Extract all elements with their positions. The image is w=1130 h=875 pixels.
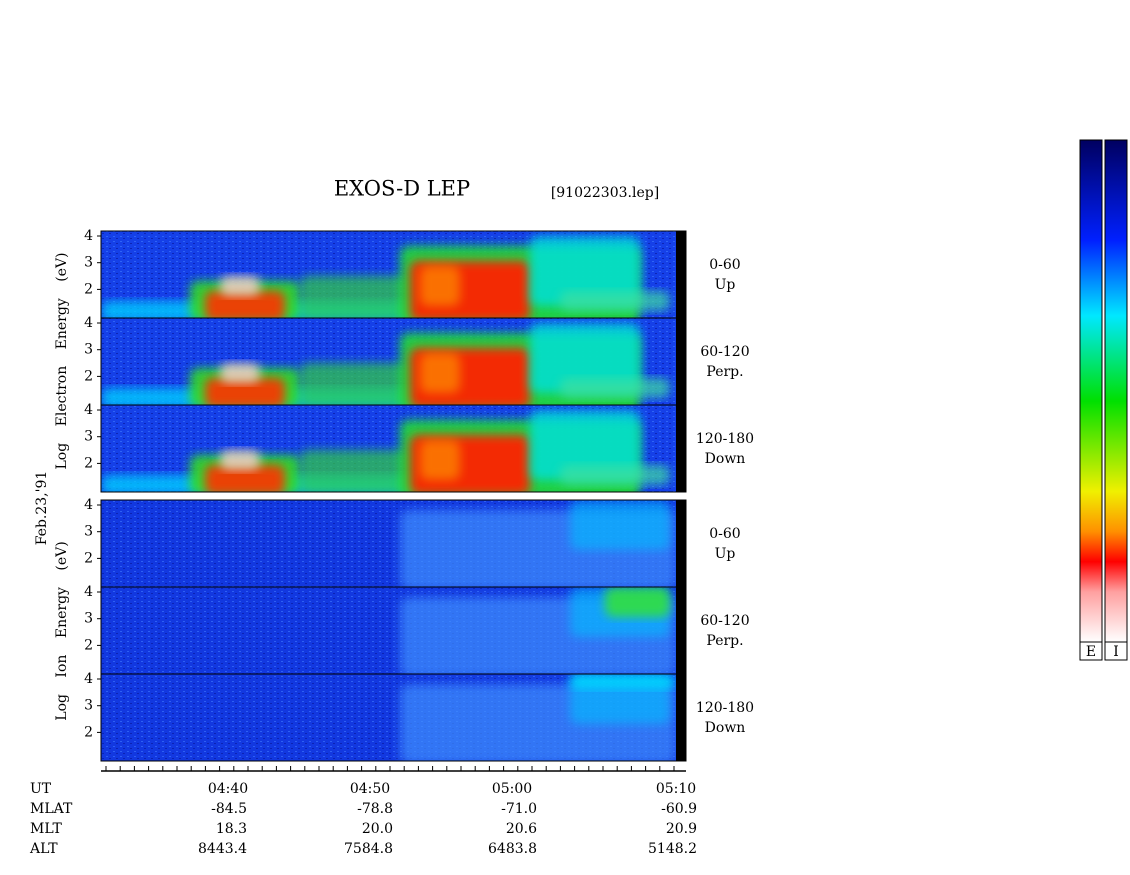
flux [420,353,460,393]
flux [560,378,670,398]
orbit-value: 20.9 [666,821,697,837]
flux [220,450,260,470]
y-tick-label: 2 [84,724,93,740]
orbit-label: ALT [29,841,58,857]
frame [100,673,687,762]
edge [676,674,686,761]
orbit-value: -60.9 [661,801,697,817]
edge [676,500,686,587]
y-tick-label: 3 [84,611,93,627]
pitch-direction: Down [705,720,746,736]
spectrogram [101,587,676,674]
y-tick-label: 2 [84,455,93,471]
flux [560,291,670,311]
pitch-range: 0-60 [709,526,740,542]
y-tick-label: 4 [84,584,93,600]
electron-axis-label: Log Electron Energy (eV) [54,252,70,469]
orbit-value: -78.8 [357,801,393,817]
y-tick-label: 3 [84,255,93,271]
y-tick-label: 2 [84,368,93,384]
flux [300,276,410,318]
y-tick-label: 3 [84,524,93,540]
y-tick-label: 3 [84,698,93,714]
flux [300,363,410,405]
orbit-value: 5148.2 [648,841,697,857]
pitch-range: 120-180 [696,700,754,716]
y-tick-label: 3 [84,342,93,358]
orbit-value: -84.5 [211,801,247,817]
time-label: 05:00 [492,781,532,797]
y-tick-label: 2 [84,550,93,566]
pitch-range: 0-60 [709,257,740,273]
time-label: 05:10 [656,781,696,797]
color-bar [1104,139,1128,643]
flux [220,276,260,296]
y-tick-label: 4 [84,228,93,244]
flux [530,236,640,306]
orbit-value: 20.0 [362,821,393,837]
y-tick-label: 4 [84,402,93,418]
title: EXOS-D LEP [334,177,470,201]
orbit-value: -71.0 [501,801,537,817]
spectrogram [101,318,676,405]
flux [530,323,640,393]
flux [205,378,285,405]
spectrogram [101,500,676,587]
pitch-range: 60-120 [700,613,749,629]
time-label: 04:50 [350,781,390,797]
orbit-label: MLT [30,821,62,837]
pitch-range: 60-120 [700,344,749,360]
pitch-range: 120-180 [696,431,754,447]
flux [530,410,640,480]
color-bar [1079,139,1103,643]
pitch-direction: Up [715,277,736,293]
y-tick-label: 3 [84,429,93,445]
pitch-direction: Perp. [706,633,743,649]
color-bar-label: E [1086,644,1096,660]
flux [205,291,285,318]
pitch-direction: Down [705,451,746,467]
pitch-direction: Perp. [706,364,743,380]
edge [676,587,686,674]
time-label: 04:40 [208,781,248,797]
frame [100,404,687,493]
flux [420,440,460,480]
y-tick-label: 4 [84,671,93,687]
ion-axis-label: Log Ion Energy (eV) [54,541,70,720]
edge [676,405,686,492]
y-tick-label: 4 [84,315,93,331]
flux [420,266,460,306]
flux [570,500,670,550]
ut-label: UT [30,781,52,797]
color-bar-box [1104,641,1128,661]
file-name: [91022303.lep] [551,185,659,201]
edge [676,231,686,318]
pitch-direction: Up [715,546,736,562]
orbit-value: 7584.8 [344,841,393,857]
orbit-value: 18.3 [216,821,247,837]
y-tick-label: 2 [84,637,93,653]
orbit-label: MLAT [30,801,73,817]
orbit-value: 6483.8 [488,841,537,857]
flux [205,465,285,492]
orbit-value: 8443.4 [198,841,247,857]
edge [676,318,686,405]
orbit-value: 20.6 [506,821,537,837]
spectrogram [101,674,676,761]
flux [605,587,670,617]
flux [300,450,410,492]
y-tick-label: 2 [84,281,93,297]
color-bar-label: I [1113,644,1119,660]
spectrogram [101,405,676,492]
flux [220,363,260,383]
date: Feb.23,'91 [34,471,50,546]
flux [570,674,676,689]
y-tick-label: 4 [84,497,93,513]
flux [560,465,670,485]
spectrogram [101,231,676,318]
color-bar-box [1079,641,1103,661]
